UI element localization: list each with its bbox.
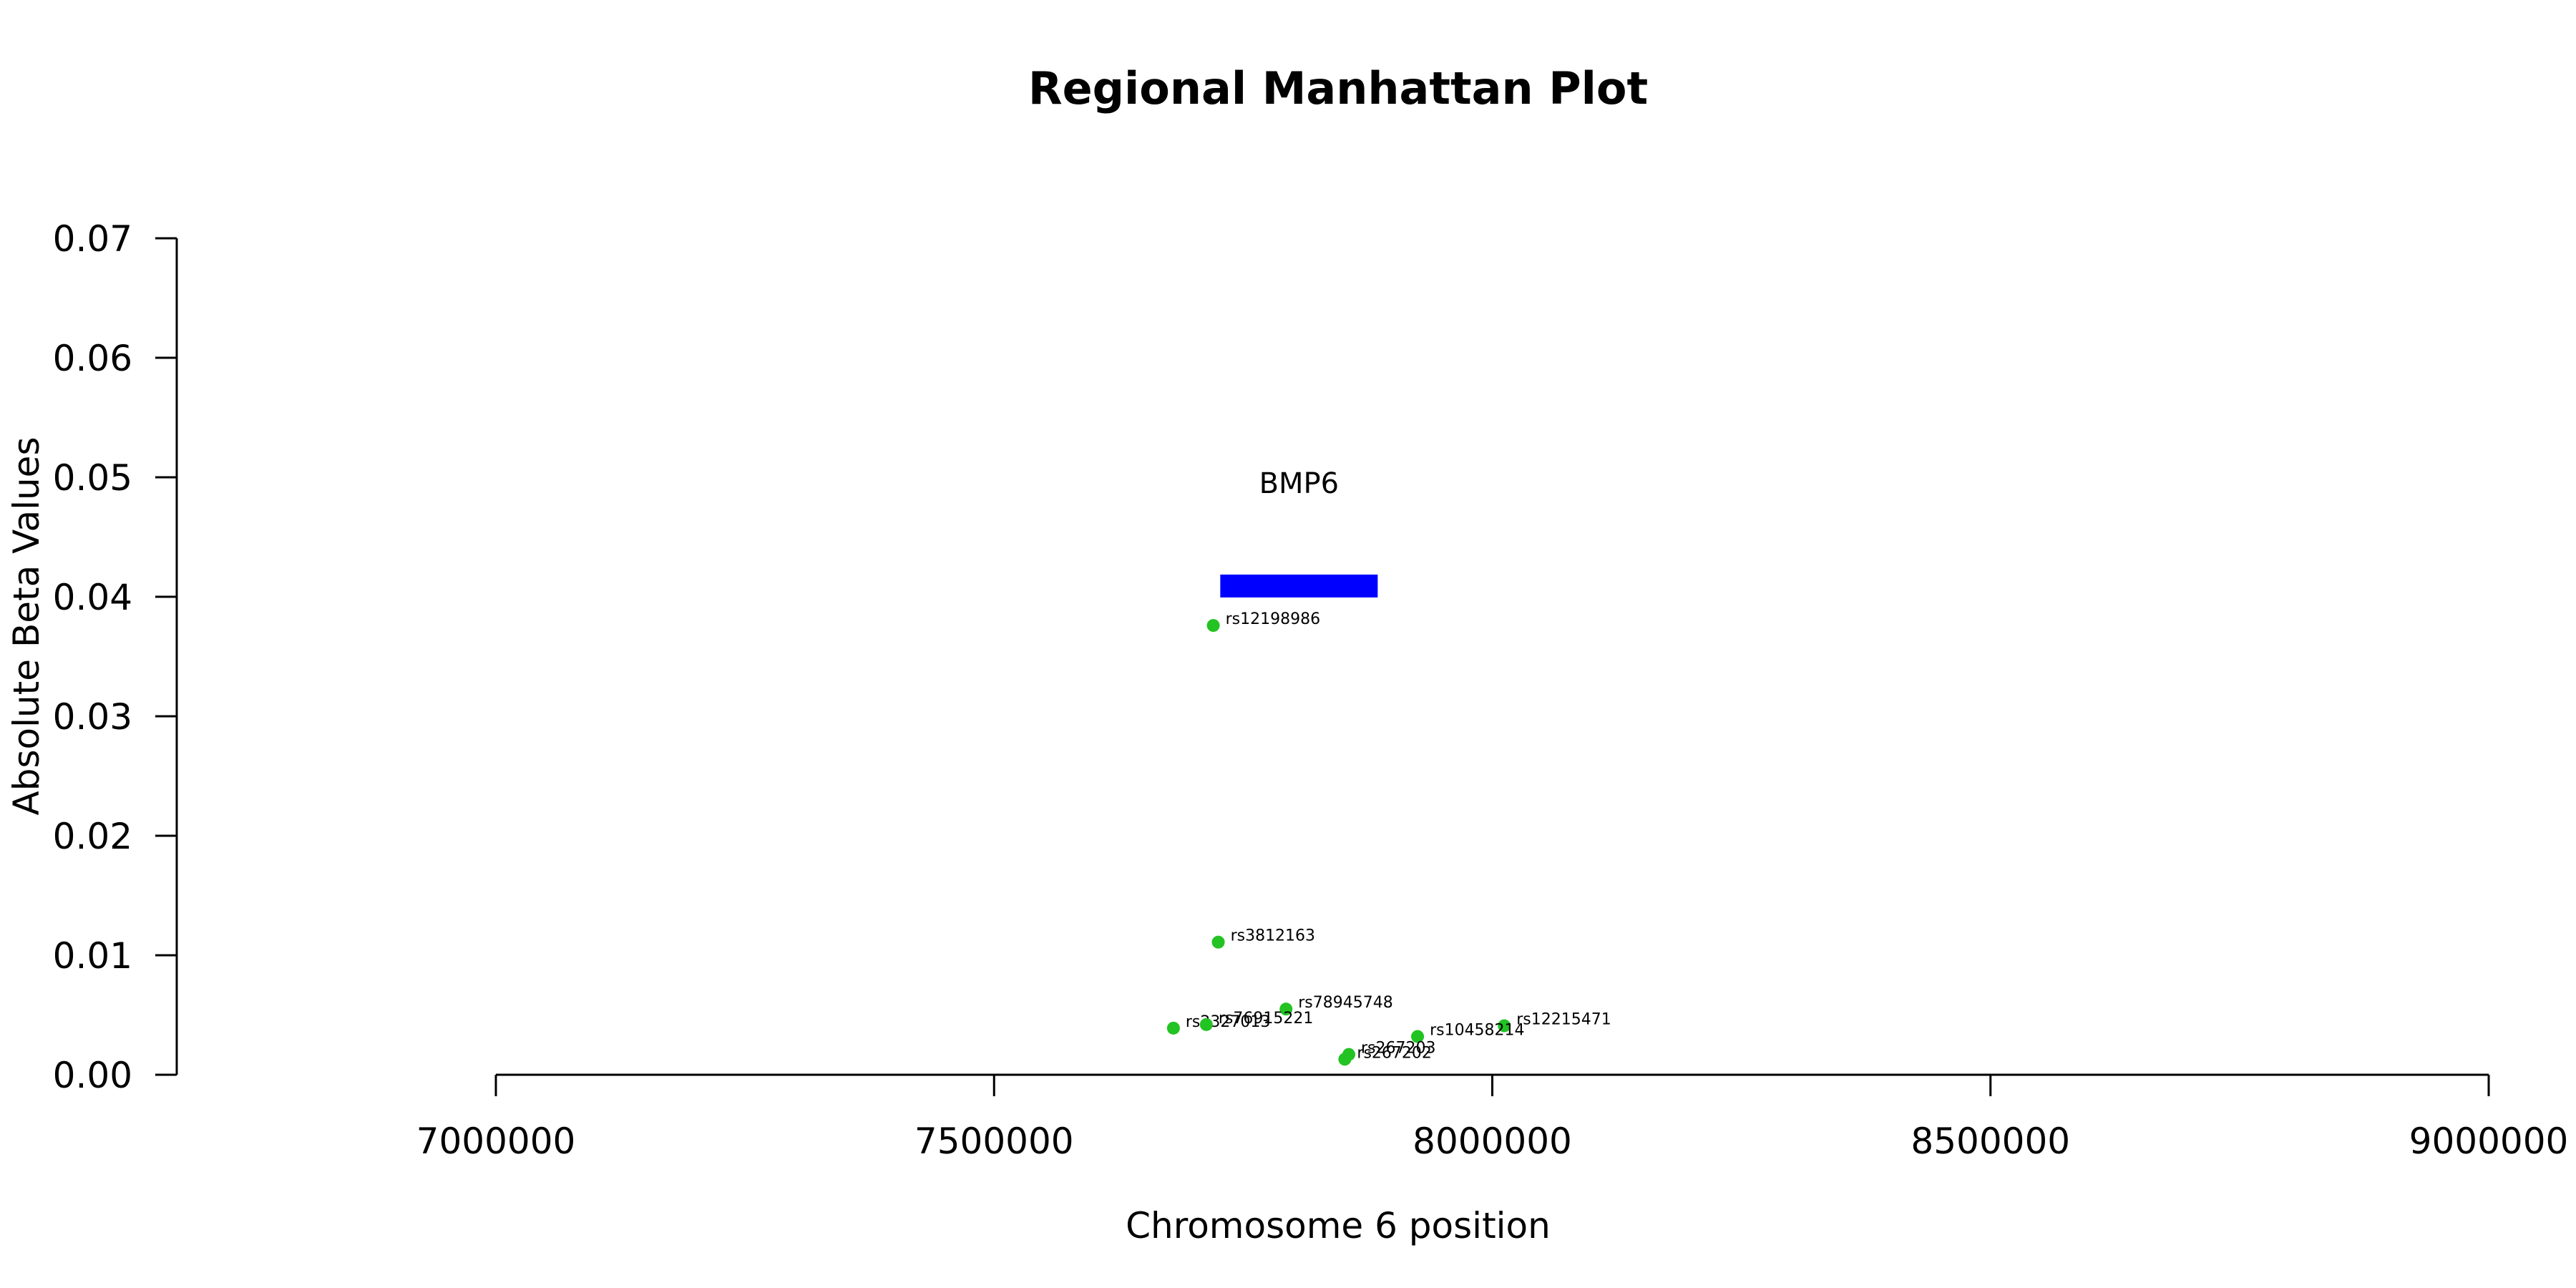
x-tick-label: 8500000 [1911, 1121, 2070, 1162]
snp-point [1211, 935, 1225, 949]
gene-track: BMP6 [1220, 467, 1378, 597]
snp-point [1338, 1053, 1352, 1066]
snp-point [1279, 1002, 1293, 1016]
snp-point [1199, 1018, 1213, 1031]
gene-label: BMP6 [1259, 467, 1340, 500]
x-axis: 7000000 7500000 8000000 8500000 9000000 [416, 1073, 2569, 1162]
snp-label: rs76915221 [1219, 1010, 1313, 1028]
snp-point [1411, 1030, 1425, 1043]
snp-label: rs10458214 [1430, 1022, 1524, 1040]
chart-title: Regional Manhattan Plot [1028, 62, 1648, 114]
snp-label: rs78945748 [1298, 994, 1392, 1012]
y-tick-label: 0.03 [53, 696, 132, 738]
snp-label: rs12198986 [1226, 610, 1320, 628]
y-tick-label: 0.00 [53, 1055, 132, 1096]
y-tick-label: 0.05 [53, 457, 132, 499]
y-tick-label: 0.07 [53, 218, 132, 260]
snp-label: rs267202 [1357, 1044, 1432, 1062]
snp-label: rs3812163 [1231, 927, 1316, 945]
snp-label: rs2327013 [1186, 1013, 1271, 1031]
data-points: rs12198986rs3812163rs78945748rs2327013rs… [1166, 610, 1611, 1066]
snp-point [1206, 619, 1220, 633]
snp-point [1166, 1021, 1180, 1035]
y-axis-label: Absolute Beta Values [6, 437, 47, 816]
y-tick-label: 0.04 [53, 577, 132, 618]
y-axis: 0.00 0.01 0.02 0.03 0.04 0.05 0.06 0.07 [53, 218, 178, 1096]
gene-bar [1220, 574, 1378, 597]
x-tick-label: 7000000 [416, 1121, 576, 1162]
snp-label: rs12215471 [1516, 1011, 1611, 1029]
x-tick-label: 9000000 [2409, 1121, 2569, 1162]
snp-label: rs267203 [1361, 1040, 1436, 1058]
snp-point [1498, 1019, 1511, 1033]
x-tick-label: 8000000 [1413, 1121, 1572, 1162]
x-tick-label: 7500000 [914, 1121, 1074, 1162]
x-axis-label: Chromosome 6 position [1126, 1205, 1551, 1246]
y-tick-label: 0.06 [53, 338, 132, 379]
y-tick-label: 0.01 [53, 935, 132, 977]
y-tick-label: 0.02 [53, 816, 132, 857]
